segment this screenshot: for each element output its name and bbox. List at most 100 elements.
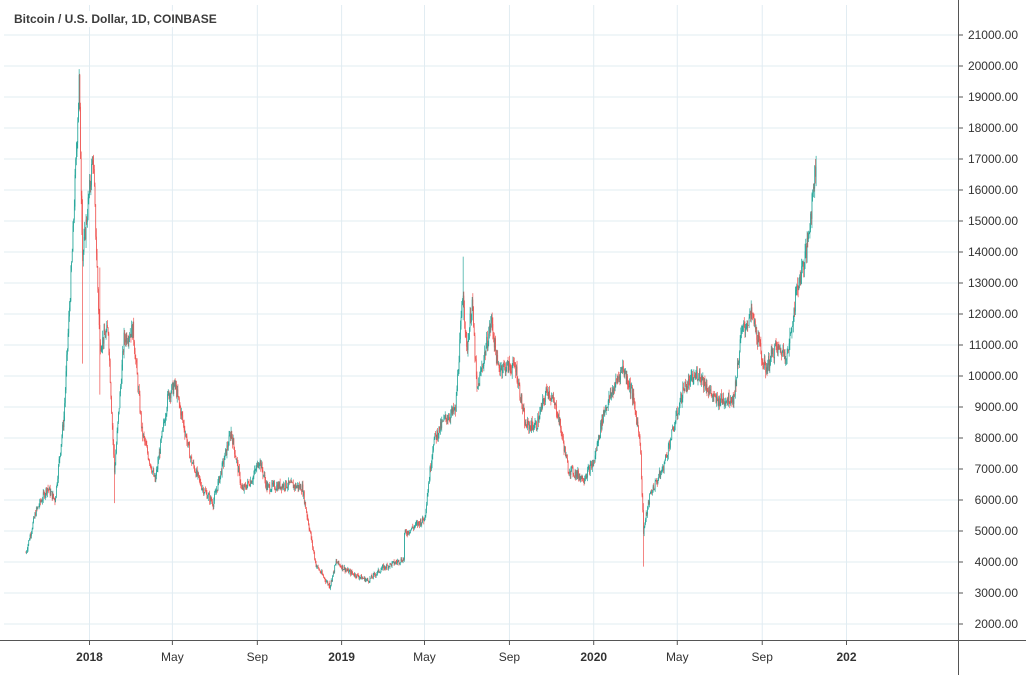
candle [283,482,285,492]
candle [78,102,79,123]
candle-body [508,361,510,372]
candle [121,359,123,384]
candle [222,458,224,467]
candle [635,410,637,417]
candle-body [589,467,590,474]
candle-body [207,497,208,499]
candle [421,522,423,528]
candle-body [441,421,443,428]
candle-body [123,332,125,353]
candle [698,373,700,381]
candle-body [559,418,561,425]
candle [534,418,536,429]
candle-body [679,406,680,413]
candle [58,464,59,483]
candle-body [385,567,387,569]
candle-body [806,238,808,259]
candle [547,385,548,396]
candle [445,414,447,423]
candle [541,402,543,412]
candle-body [294,485,295,489]
candle [582,477,584,483]
candle [713,393,715,402]
candle [781,350,783,358]
candle-body [69,300,71,308]
candle [611,392,613,401]
candle [413,526,414,532]
candle [739,335,741,353]
candle [107,320,108,329]
candle [796,283,798,296]
candle-body [661,471,662,473]
candle [349,568,351,572]
candle-body [473,326,475,336]
candle [621,366,623,374]
candle-body [809,229,811,233]
candle-body [623,365,624,372]
candle [542,394,543,410]
candle-body [356,574,358,578]
candle-body [58,459,60,466]
candle-body [511,366,513,373]
candle [298,482,300,492]
candle [424,514,426,521]
price-tick-label: 4000.00 [975,555,1019,569]
candle-body [457,373,458,389]
candle [216,489,218,493]
candle-body [160,439,161,454]
candle-body [221,471,222,475]
candle-body [81,195,83,233]
candle-body [149,460,150,464]
candle [140,410,142,432]
candle [273,479,275,487]
candle [632,385,633,406]
candle-body [368,580,369,582]
candle [471,296,473,321]
candle [808,230,809,243]
candle [438,426,440,439]
candle [40,498,41,506]
candle-body [354,573,356,576]
candle-body [518,382,519,385]
candle [76,140,78,157]
candle-body [409,532,411,533]
candle [268,484,270,488]
candle-body [578,470,579,479]
candle-body [58,465,59,479]
candle [512,356,514,369]
candle-body [486,336,487,348]
candle-body [134,350,136,360]
candle-body [795,289,797,291]
candle [703,377,704,393]
candle [323,576,325,580]
candle [788,338,790,357]
candle-body [379,572,381,573]
candle-body [407,530,409,535]
candle [193,459,195,469]
candle [593,459,595,467]
candle-body [711,393,713,398]
candle [663,461,665,474]
candle-body [720,393,722,403]
candle [480,367,482,377]
candle-body [337,562,338,564]
candle [303,490,305,505]
candle [614,381,616,392]
candle-body [103,329,105,344]
candle-body [639,435,641,443]
candle [87,190,89,221]
candle [714,393,716,398]
candle-body [376,573,378,575]
candle-body [748,325,749,326]
candle-body [57,478,59,485]
candle-body [305,502,307,509]
candle-body [377,570,378,574]
candle-body [397,560,399,562]
candle-body [489,325,491,330]
candle [513,357,514,366]
candle [157,456,159,473]
candle-body [280,486,282,489]
candle [629,378,630,393]
